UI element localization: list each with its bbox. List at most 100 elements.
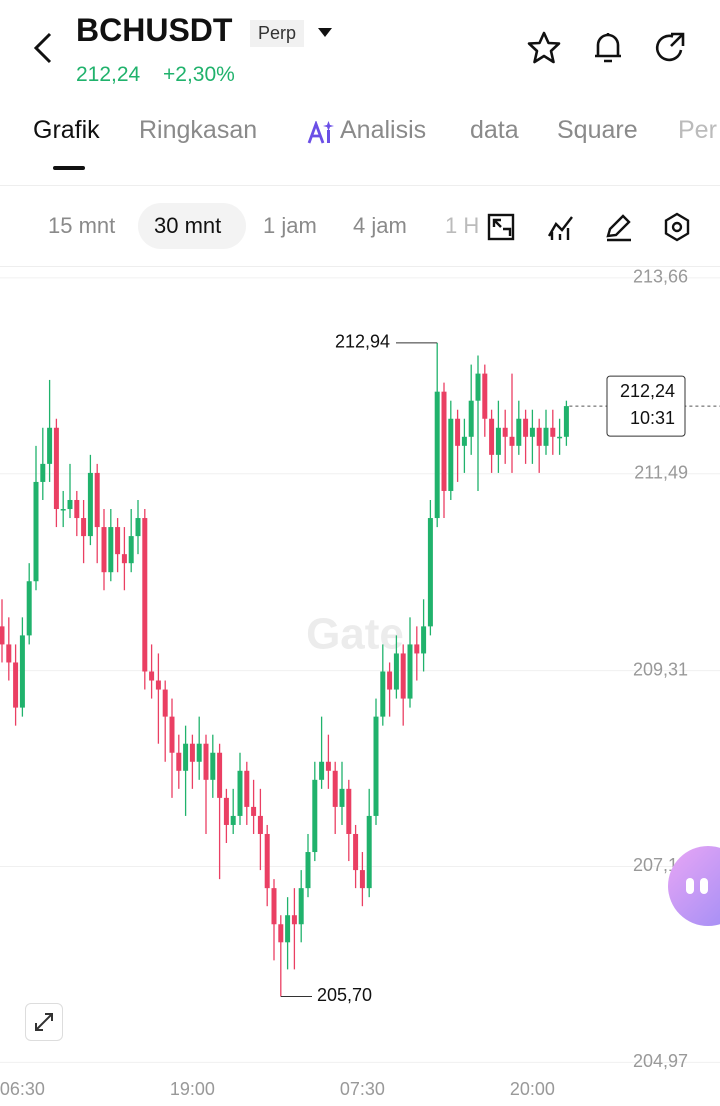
candle-body (60, 509, 66, 511)
interval[interactable]: 30 mnt (154, 213, 222, 238)
candle-body (543, 427, 549, 446)
candle-body (400, 653, 406, 699)
indicator-button[interactable] (546, 212, 576, 242)
candle-body (108, 527, 114, 573)
candle-body (441, 391, 447, 491)
candle-body (278, 924, 284, 943)
candle-body (339, 788, 345, 807)
tab[interactable]: Grafik (33, 116, 100, 144)
watermark: Gate (306, 610, 404, 659)
candle-body (81, 518, 87, 537)
tab[interactable]: Per (678, 116, 717, 144)
candle-body (135, 518, 141, 537)
candle-body (359, 870, 365, 889)
candle-body (291, 915, 297, 925)
y-tick-label: 204,97 (633, 1051, 688, 1071)
divider (0, 185, 720, 186)
candle-body (67, 499, 73, 510)
candle-body (189, 743, 195, 762)
candle-body (393, 653, 399, 690)
candle-body (19, 635, 25, 708)
draw-button[interactable] (604, 212, 634, 242)
candle-body (169, 716, 175, 753)
candle-body (421, 626, 427, 654)
candle-body (251, 806, 257, 816)
candle-body (536, 427, 542, 446)
candle-body (237, 770, 243, 816)
last-price-label: 212,24 (620, 381, 675, 401)
candle-body (523, 418, 529, 437)
candle-body (87, 472, 93, 537)
x-tick-label: 20:00 (510, 1079, 555, 1099)
candle-body (26, 581, 32, 636)
favorite-button[interactable] (526, 30, 562, 66)
back-button[interactable] (30, 30, 58, 66)
candle-body (196, 743, 202, 762)
candle-body (244, 770, 250, 807)
candle-body (101, 527, 107, 573)
candle-body (0, 626, 5, 645)
candle-body (285, 915, 291, 943)
last-price: 212,24 (76, 63, 141, 86)
candle-body (142, 518, 148, 672)
perp-badge[interactable]: Perp (250, 20, 305, 47)
settings-button[interactable] (662, 212, 692, 242)
tab[interactable]: Analisis (340, 116, 427, 144)
tab[interactable]: Square (557, 116, 638, 144)
layout-button[interactable] (486, 212, 516, 242)
interval[interactable]: 1 H (445, 213, 480, 238)
candle-body (373, 716, 379, 816)
candle-body (380, 671, 386, 717)
candle-body (210, 752, 216, 780)
candle-body (434, 391, 440, 519)
candle-body (509, 436, 515, 446)
y-tick-label: 211,49 (634, 463, 688, 483)
candle-body (155, 680, 161, 690)
interval[interactable]: 4 jam (353, 213, 407, 238)
candle-body (414, 644, 420, 654)
candle-body (176, 752, 182, 771)
candle-body (475, 373, 481, 401)
candle-body (298, 888, 304, 925)
candle-body (319, 761, 325, 780)
interval-selected-bg (138, 203, 246, 249)
candle-body (407, 644, 413, 699)
x-tick-label: 07:30 (340, 1079, 385, 1099)
interval[interactable]: 15 mnt (48, 213, 116, 238)
candle-body (203, 743, 209, 780)
candle-body (162, 689, 168, 717)
candle-body (312, 779, 318, 853)
candle-body (332, 770, 338, 807)
candle-body (461, 436, 467, 446)
candle-body (346, 788, 352, 834)
fullscreen-button[interactable] (25, 1003, 63, 1041)
high-label: 212,94 (335, 332, 390, 352)
candle-body (387, 671, 393, 690)
candle-body (230, 815, 236, 825)
candle-body (33, 481, 39, 582)
share-button[interactable] (653, 30, 689, 66)
tab-indicator (53, 166, 85, 170)
candle-body (448, 418, 454, 491)
candle-body (427, 518, 433, 627)
candle-body (482, 373, 488, 419)
dropdown-icon[interactable] (318, 28, 332, 38)
alert-button[interactable] (591, 30, 625, 66)
candle-body (13, 662, 19, 708)
tab[interactable]: data (470, 116, 519, 144)
candle-body (502, 427, 508, 437)
symbol: BCHUSDT (76, 12, 233, 48)
interval[interactable]: 1 jam (263, 213, 317, 238)
candle-body (149, 671, 155, 681)
candle-body (489, 418, 495, 455)
candle-body (223, 797, 229, 825)
candle-body (305, 852, 311, 889)
candle-body (563, 406, 569, 437)
x-tick-label: 19:00 (170, 1079, 215, 1099)
candle-body (47, 427, 53, 464)
candle-body (121, 554, 127, 564)
candle-body (183, 743, 189, 771)
candle-body (353, 833, 359, 871)
tab[interactable]: Ringkasan (139, 116, 258, 144)
